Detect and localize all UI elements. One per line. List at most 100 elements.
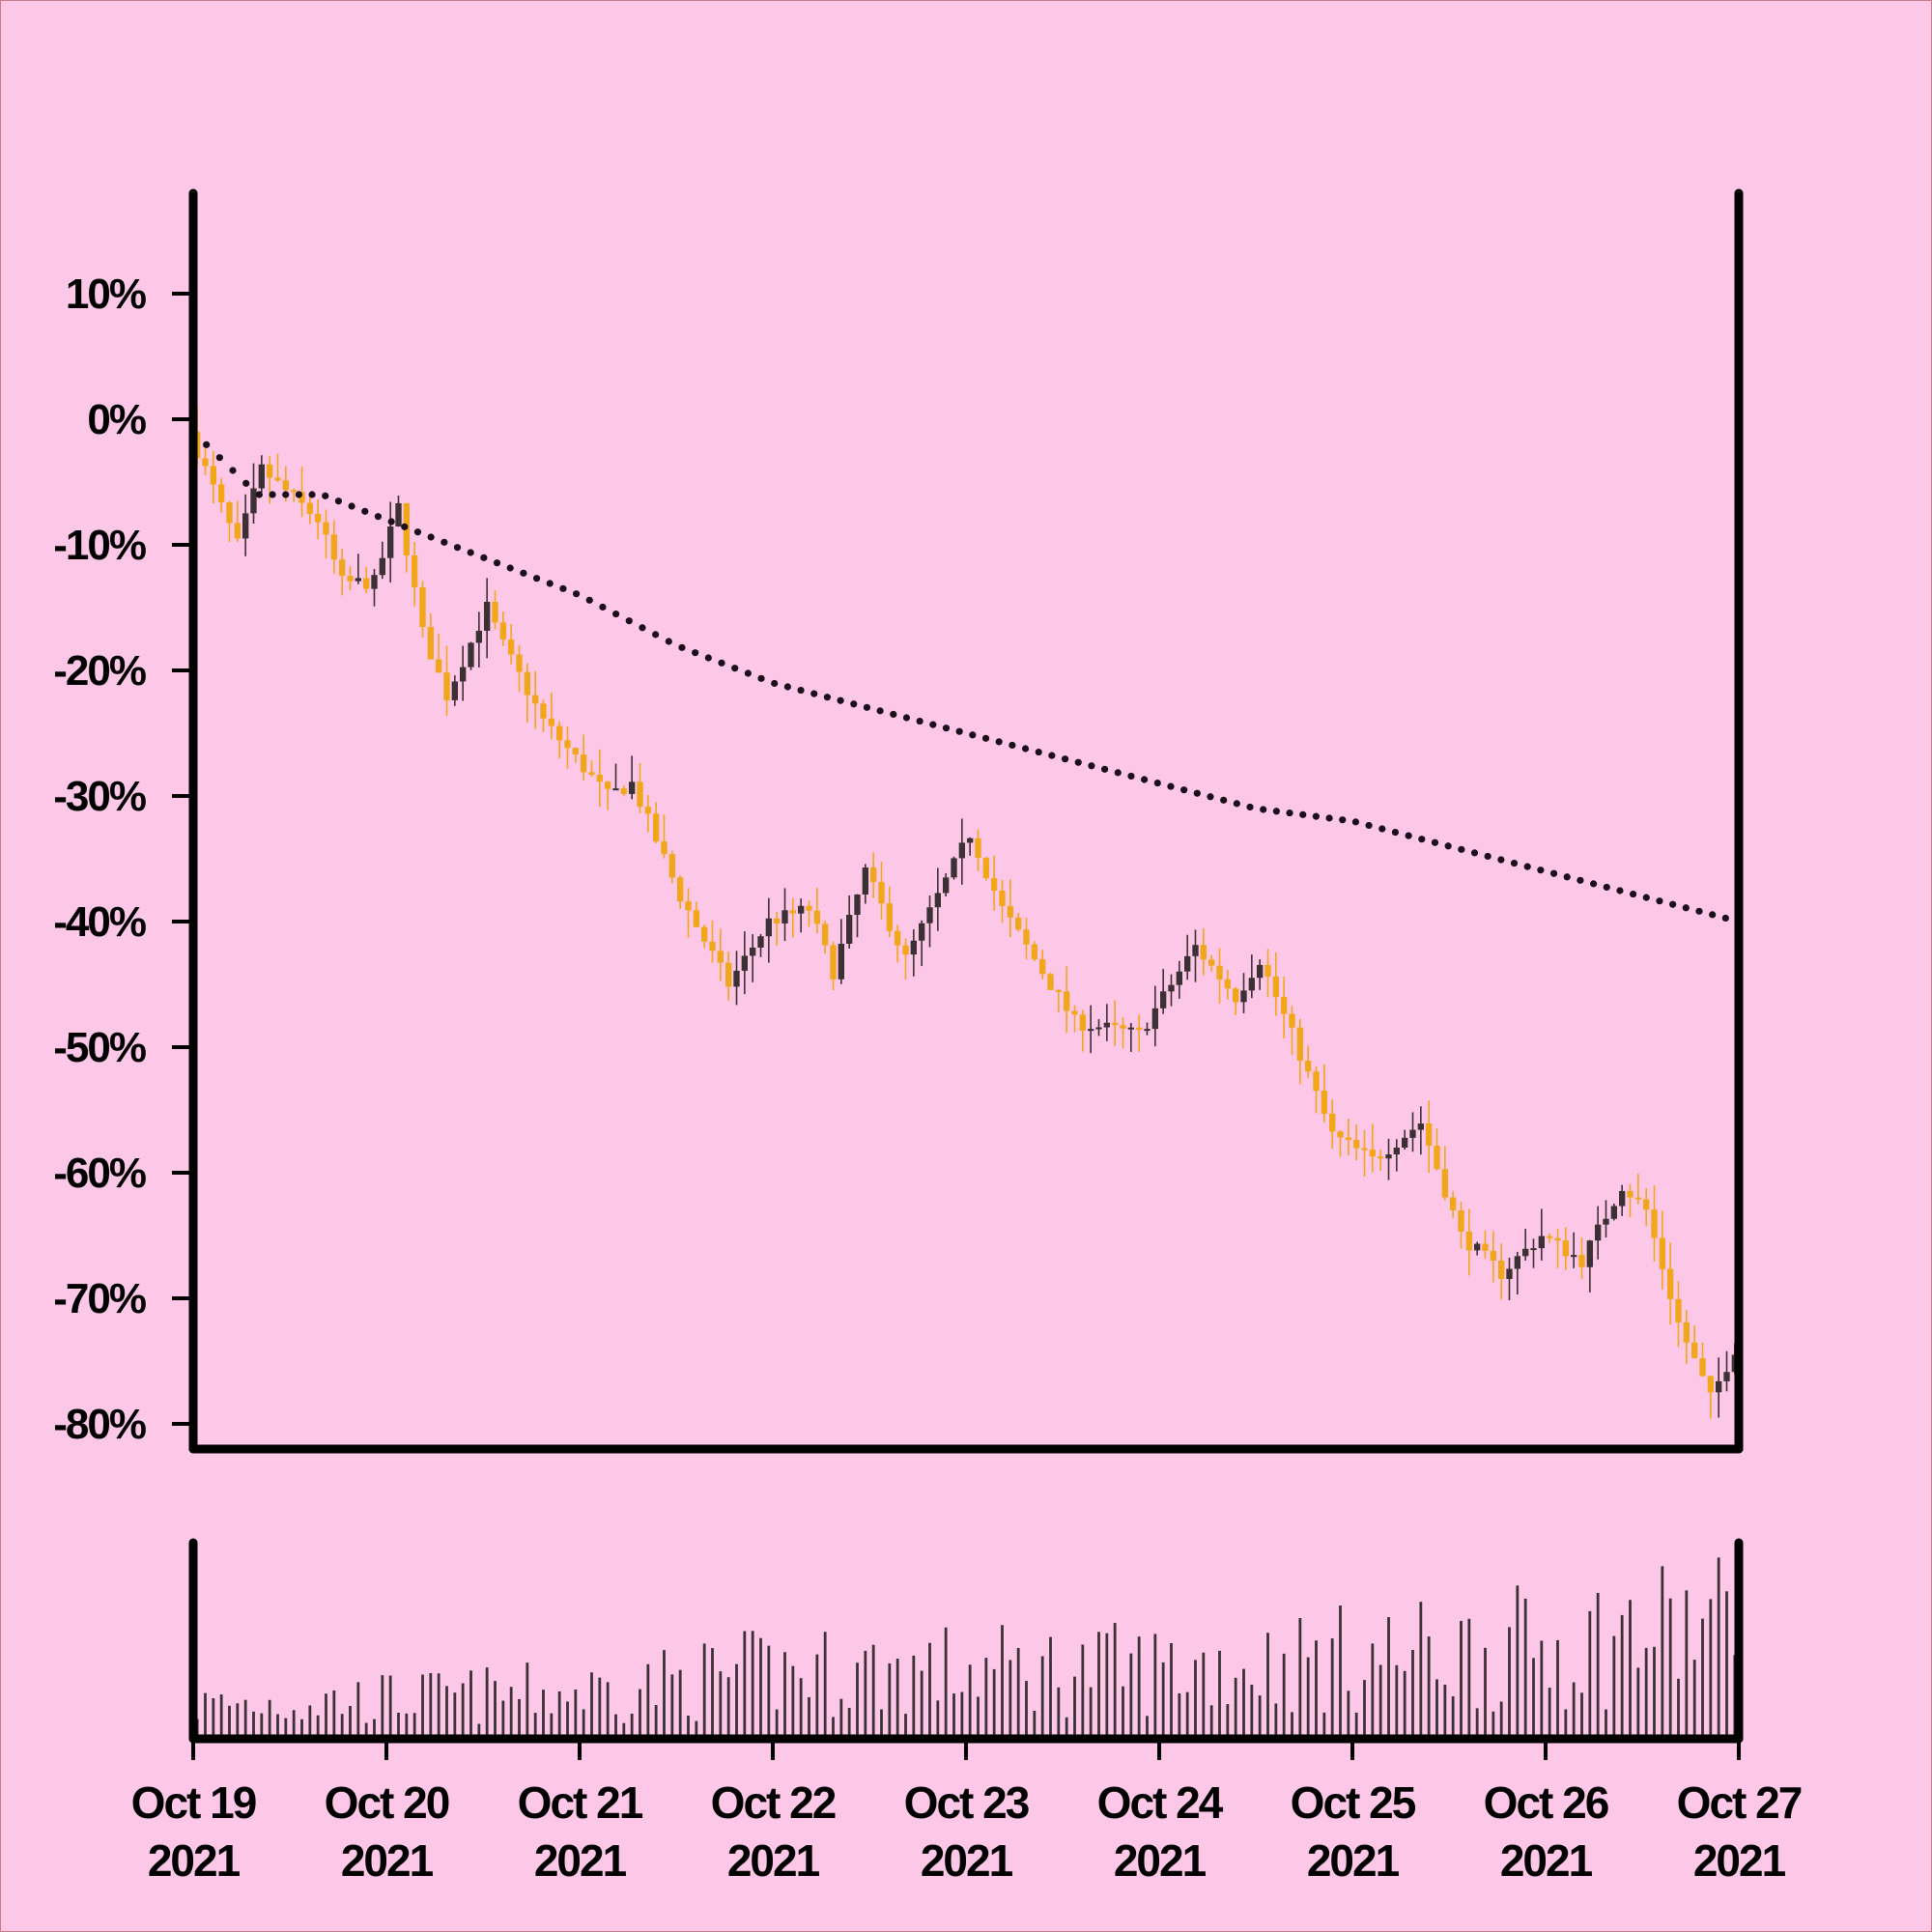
candle-body [685,901,692,911]
candle-body [725,962,732,987]
moving-average-dot [401,523,409,530]
volume-bar [1685,1590,1689,1739]
x-tick-label: Oct 27 [1677,1777,1802,1828]
volume-bar [952,1693,955,1739]
candle-body [1627,1190,1634,1198]
moving-average-dot [215,454,223,462]
volume-bar [1315,1640,1318,1739]
volume-bar [799,1678,803,1739]
volume-bar [984,1658,988,1739]
candle-body [1160,991,1167,1009]
moving-average-dot [837,696,844,704]
volume-bar [477,1723,481,1739]
candle-body [1675,1298,1682,1322]
volume-bar [1548,1688,1551,1739]
moving-average-dot [1021,745,1030,753]
moving-average-dot [678,643,686,651]
axes-layer: 10% 0% -10% -20% -30% -40% -50% -60% -70% -80% Oct… [53,188,1804,1886]
volume-bar [1202,1652,1206,1739]
candle-body [605,781,611,789]
volume-bar [501,1700,505,1739]
volume-bar [1025,1681,1028,1739]
candle-body [789,910,796,914]
volume-bar [485,1667,489,1739]
x-tick-label: Oct 20 [325,1777,449,1828]
moving-average-dot [480,554,488,561]
candle-body [765,918,772,937]
moving-average-dot [850,700,858,708]
x-tick-year-label: 2021 [921,1835,1013,1886]
candle-body [596,775,603,782]
volume-bar [598,1677,602,1739]
volume-bar [494,1681,497,1739]
candle-body [436,659,442,673]
volume-bar [1387,1617,1390,1739]
candle-body [982,858,989,878]
candle-body [1603,1218,1609,1225]
volume-bar [1089,1687,1093,1739]
candle-body [1595,1224,1602,1241]
candle-body [644,807,651,814]
volume-bar [284,1718,288,1739]
candle-body [468,642,474,668]
moving-average-dot [1537,867,1545,874]
volume-bar [1339,1605,1342,1739]
candle-body [741,955,748,971]
volume-bar [1636,1667,1640,1739]
volume-bar [1653,1646,1656,1739]
candle-body [1691,1342,1698,1359]
volume-bar [815,1654,819,1739]
x-tick-year-label: 2021 [534,1835,627,1886]
volume-bar [977,1696,980,1739]
candle-body [1248,978,1255,991]
candle-body [1088,1029,1094,1032]
candle-body [902,945,909,955]
candle-body [1257,964,1264,979]
volume-bar [1523,1598,1527,1739]
moving-average-dot [242,479,250,487]
volume-bar [1371,1643,1375,1739]
volume-bar [783,1652,786,1739]
moving-average-dot [1009,741,1016,750]
candle-body [226,502,233,524]
volume-bar [1540,1640,1544,1739]
moving-average-dot [1272,808,1280,815]
candle-body [1619,1190,1626,1207]
candle-body [371,575,378,589]
candle-body [717,951,724,963]
candle-body [1514,1256,1520,1269]
candle-body [1530,1248,1537,1251]
moving-average-dot [1629,890,1637,898]
volume-bar [904,1714,907,1739]
volume-bar [880,1709,883,1739]
candle-body [339,559,346,577]
volume-bar [606,1682,610,1739]
y-tick-label: 0% [87,396,145,443]
volume-bar [856,1662,859,1739]
volume-bar [1330,1638,1334,1739]
volume-bar [663,1650,666,1739]
candle-body [1337,1131,1344,1138]
candle-body [926,907,933,923]
candle-body [757,936,764,948]
moving-average-dot [929,721,937,728]
volume-bar [1234,1677,1237,1739]
candle-body [1490,1250,1496,1261]
moving-average-dot [1035,748,1042,756]
volume-bar [1250,1685,1254,1739]
volume-bar [469,1670,472,1739]
candle-body [387,526,394,558]
volume-bar [316,1715,320,1739]
candle-body [323,522,329,535]
volume-bar [364,1722,368,1739]
candle-body [274,477,281,481]
candle-body [733,970,740,987]
volume-bar [300,1719,303,1739]
moving-average-dot [467,549,474,556]
volume-bar [1596,1593,1600,1739]
volume-bar [1242,1668,1245,1739]
candle-body [668,854,675,878]
candle-body [1667,1268,1674,1299]
volume-bar [1701,1618,1704,1739]
moving-average-dot [1153,779,1161,787]
